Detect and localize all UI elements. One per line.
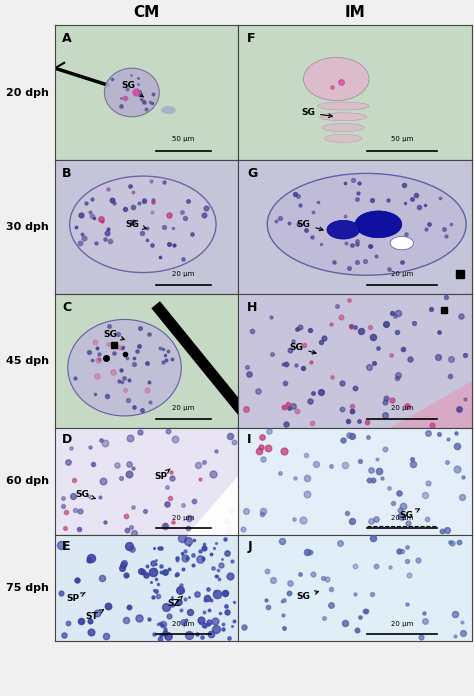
Text: SG: SG <box>297 220 323 230</box>
Text: SG: SG <box>297 591 319 601</box>
Polygon shape <box>390 381 472 428</box>
Text: C: C <box>62 301 72 314</box>
Text: SG: SG <box>103 330 124 340</box>
Text: SP: SP <box>67 592 85 603</box>
Text: 20 μm: 20 μm <box>391 622 413 627</box>
Text: I: I <box>247 434 252 446</box>
Text: J: J <box>247 540 252 553</box>
Text: 20 μm: 20 μm <box>172 622 194 627</box>
Text: G: G <box>247 167 257 180</box>
Ellipse shape <box>68 319 181 416</box>
Ellipse shape <box>322 124 365 132</box>
Text: ST: ST <box>85 610 103 621</box>
Text: 50 μm: 50 μm <box>391 136 413 143</box>
Text: F: F <box>247 32 256 45</box>
Text: A: A <box>62 32 72 45</box>
Text: B: B <box>62 167 72 180</box>
Polygon shape <box>187 476 238 535</box>
Ellipse shape <box>318 102 369 110</box>
Text: SP: SP <box>155 469 170 481</box>
Text: SG: SG <box>75 490 95 499</box>
Text: SG: SG <box>290 343 316 354</box>
Text: 50 μm: 50 μm <box>172 136 194 143</box>
Text: E: E <box>62 540 71 553</box>
Text: 60 dph: 60 dph <box>6 477 49 487</box>
Ellipse shape <box>325 134 362 143</box>
Text: 20 μm: 20 μm <box>172 404 194 411</box>
Circle shape <box>327 221 360 239</box>
Text: SG: SG <box>400 509 419 520</box>
Text: 20 μm: 20 μm <box>391 404 413 411</box>
Text: SG: SG <box>125 220 146 229</box>
Text: 20 dph: 20 dph <box>6 88 49 97</box>
Circle shape <box>355 211 402 238</box>
Text: 20 μm: 20 μm <box>391 515 413 521</box>
Text: IM: IM <box>345 5 365 20</box>
Text: SG: SG <box>301 109 332 118</box>
Text: SZ: SZ <box>167 596 182 608</box>
Ellipse shape <box>267 173 466 275</box>
Text: CM: CM <box>133 5 160 20</box>
Ellipse shape <box>320 113 367 121</box>
Ellipse shape <box>161 106 176 114</box>
Text: D: D <box>62 434 73 446</box>
Circle shape <box>390 237 413 250</box>
Text: 20 μm: 20 μm <box>391 271 413 276</box>
Text: 45 dph: 45 dph <box>6 356 49 366</box>
Ellipse shape <box>70 176 216 273</box>
Text: 30 dph: 30 dph <box>6 222 49 232</box>
Text: 20 μm: 20 μm <box>172 515 194 521</box>
Text: SG: SG <box>121 81 143 97</box>
Text: 20 μm: 20 μm <box>172 271 194 276</box>
Text: H: H <box>247 301 258 314</box>
Ellipse shape <box>104 68 159 117</box>
Text: 75 dph: 75 dph <box>6 583 49 593</box>
Ellipse shape <box>303 57 369 101</box>
